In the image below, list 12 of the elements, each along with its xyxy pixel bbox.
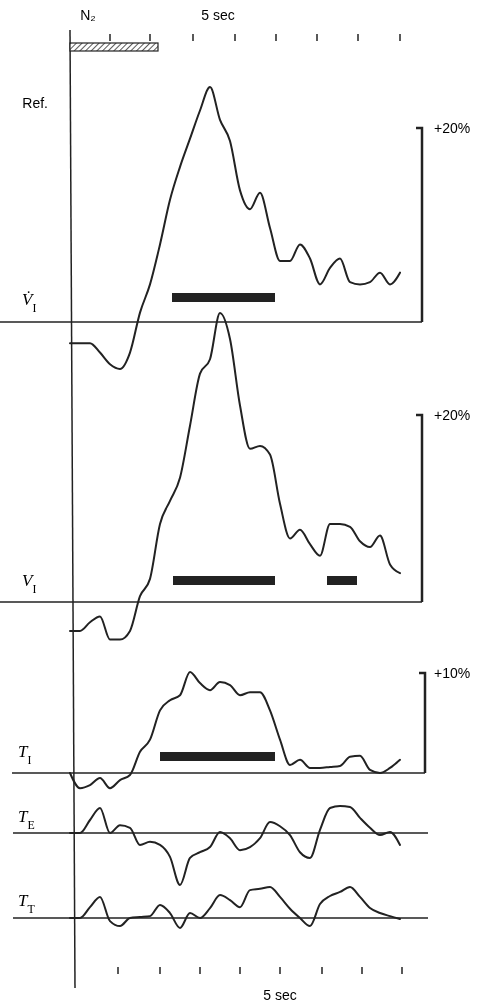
text: 5 sec: [201, 7, 235, 23]
y-axis-title: T$_{I}$: [18, 742, 32, 767]
text: +20%: [434, 407, 471, 423]
text: +10%: [434, 665, 471, 681]
text: Ref.: [22, 95, 48, 111]
text: N₂: [80, 7, 96, 23]
text: +20%: [434, 120, 471, 136]
y-axis-title: V$_{I}$: [22, 571, 37, 596]
y-axis-title: V̇$_{I}$: [22, 290, 37, 315]
text: 5 sec: [263, 987, 297, 1003]
y-axis-title: T$_{E}$: [18, 807, 35, 832]
y-axis-title: T$_{T}$: [18, 891, 36, 916]
